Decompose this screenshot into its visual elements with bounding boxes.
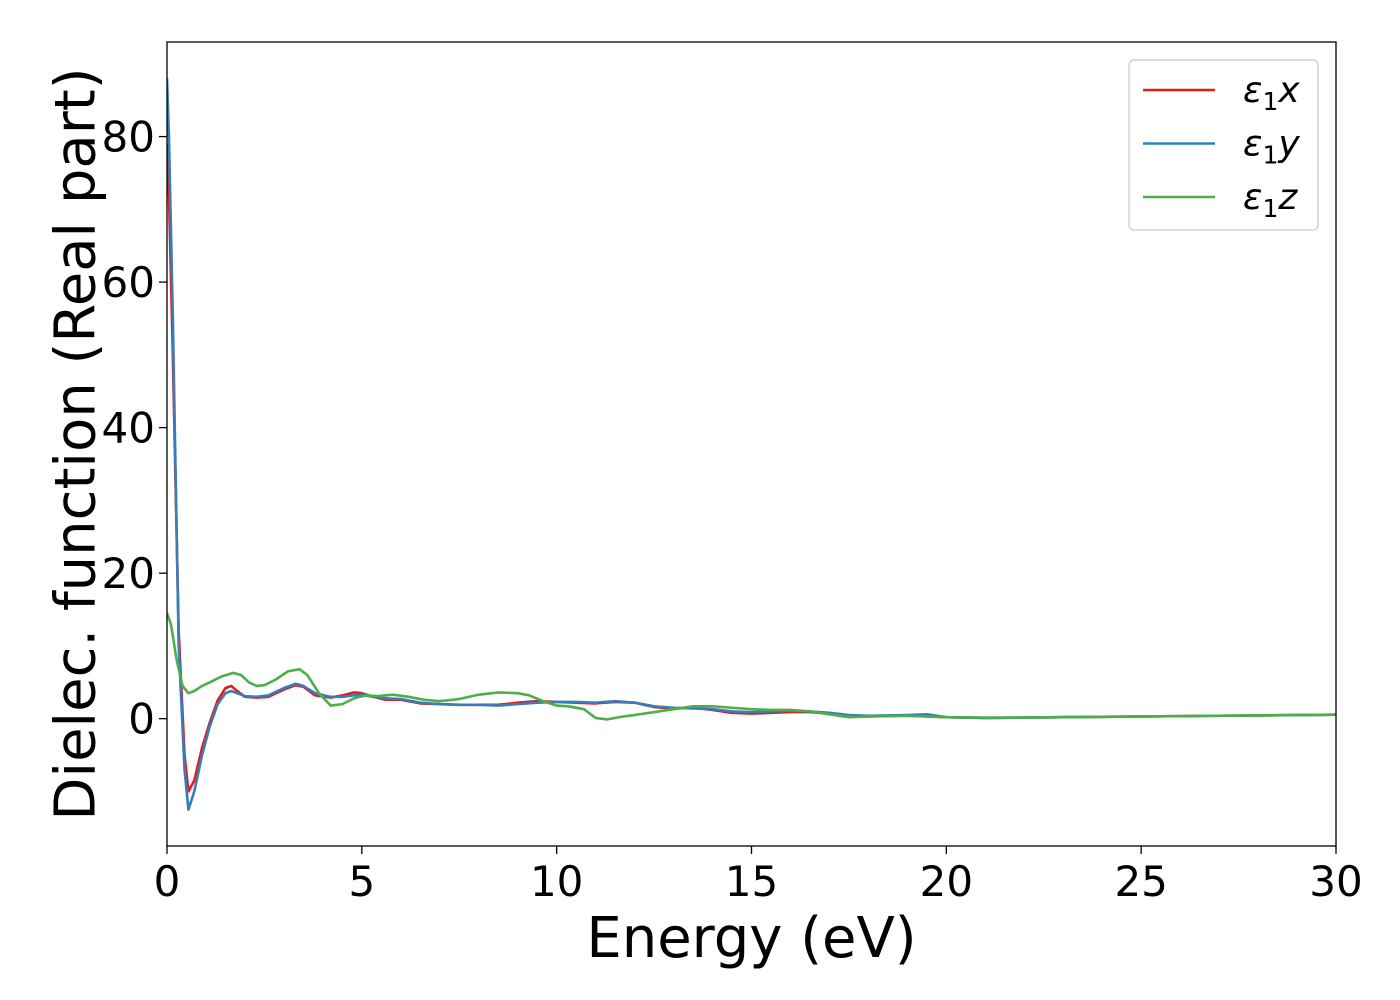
y-tick-label: 60 <box>102 258 155 307</box>
series-layer <box>167 78 1336 811</box>
y-axis-label: Dielec. function (Real part) <box>44 67 109 820</box>
x-tick-label: 15 <box>725 857 778 906</box>
legend-label-y: ε1y <box>1243 124 1300 170</box>
y-tick-label: 0 <box>128 695 155 744</box>
series-line-y <box>167 78 1336 811</box>
x-axis-label: Energy (eV) <box>586 906 916 971</box>
series-line-z <box>167 612 1336 721</box>
y-tick-label: 80 <box>102 113 155 162</box>
y-tick-label: 40 <box>102 404 155 453</box>
x-tick-label: 25 <box>1114 857 1167 906</box>
series-line-x <box>167 143 1336 793</box>
legend-box <box>1128 59 1319 231</box>
legend: ε1x ε1y ε1z <box>1128 59 1319 231</box>
x-tick-label: 0 <box>154 857 181 906</box>
x-tick-label: 5 <box>348 857 375 906</box>
legend-label-z: ε1z <box>1243 177 1298 223</box>
y-axis-ticks: 0 20 40 60 80 <box>102 113 167 744</box>
legend-label-x: ε1x <box>1243 70 1300 116</box>
y-tick-label: 20 <box>102 549 155 598</box>
x-tick-label: 30 <box>1309 857 1362 906</box>
x-tick-label: 10 <box>530 857 583 906</box>
x-axis-ticks: 0 5 10 15 20 25 30 <box>154 846 1363 906</box>
x-tick-label: 20 <box>920 857 973 906</box>
